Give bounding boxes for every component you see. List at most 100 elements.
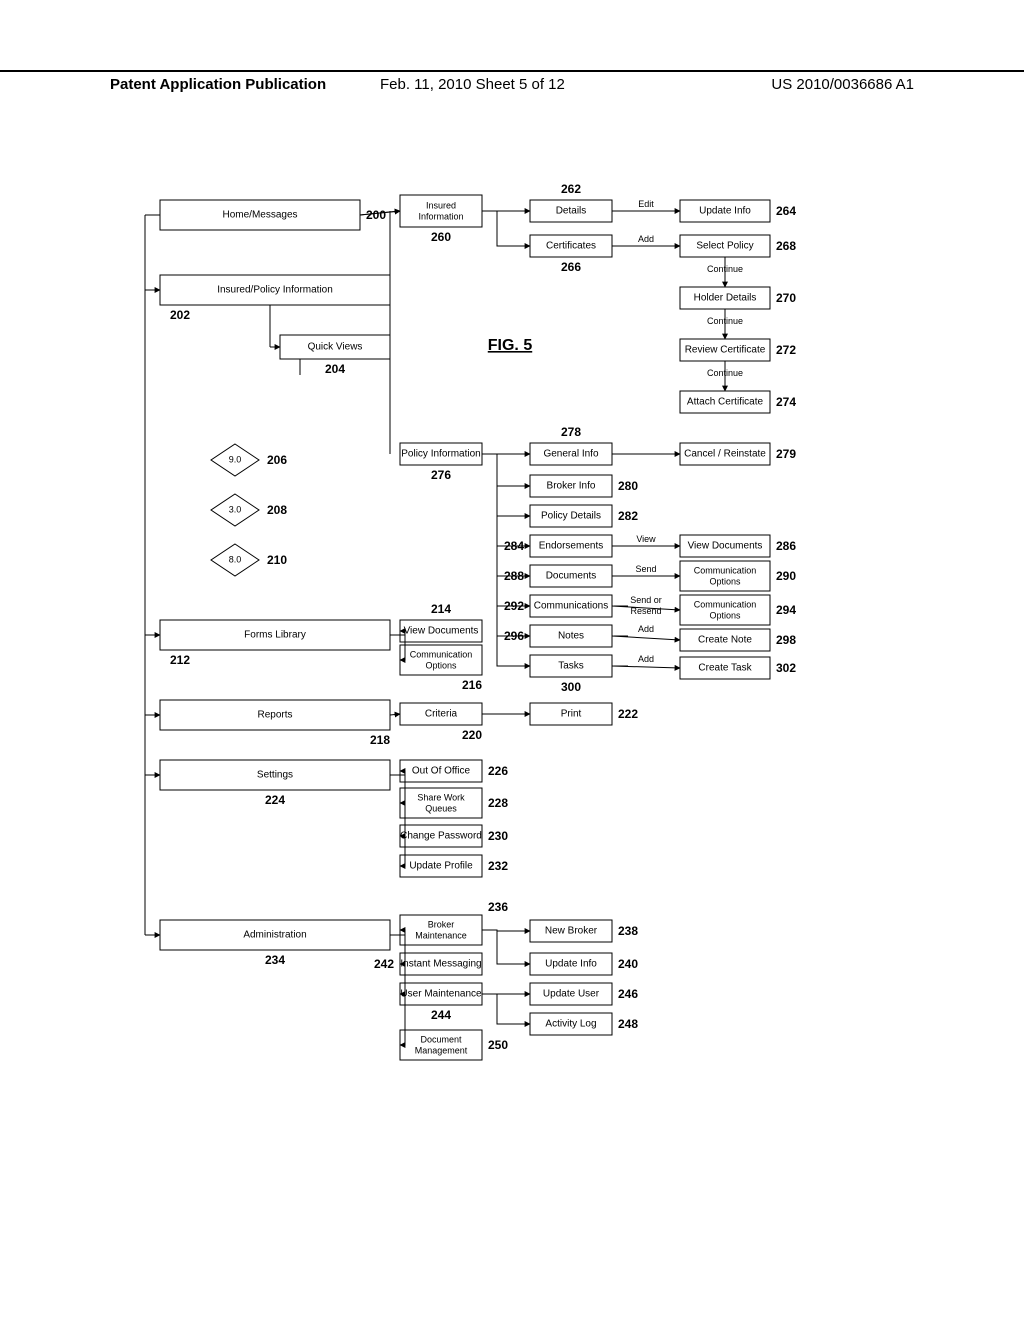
ref-num: 224: [265, 793, 285, 807]
node-label: Print: [561, 709, 582, 720]
node-label: Queues: [425, 803, 457, 813]
ref-num: 264: [776, 204, 796, 218]
edge-label: Send or: [630, 595, 662, 605]
ref-num: 302: [776, 661, 796, 675]
ref-num: 279: [776, 447, 796, 461]
node-label: Maintenance: [415, 930, 467, 940]
edge-label: Add: [638, 654, 654, 664]
ref-num: 276: [431, 468, 451, 482]
ref-num: 260: [431, 230, 451, 244]
figure-title: FIG. 5: [488, 337, 533, 354]
ref-num: 294: [776, 603, 796, 617]
node-label: Home/Messages: [222, 210, 297, 221]
node-label: Notes: [558, 631, 584, 642]
node-label: Update Profile: [409, 861, 473, 872]
ref-num: 250: [488, 1038, 508, 1052]
ref-num: 286: [776, 539, 796, 553]
node-label: Select Policy: [696, 241, 753, 252]
node-label: Create Task: [698, 663, 752, 674]
node-label: Create Note: [698, 635, 752, 646]
node-label: Options: [425, 660, 457, 670]
ref-num: 210: [267, 553, 287, 567]
edge-label: Add: [638, 234, 654, 244]
figure-5-diagram: FIG. 5 Home/Messages 200 Insured/Policy Inf…: [110, 180, 910, 1180]
node-label: Broker: [428, 919, 455, 929]
ref-num: 232: [488, 859, 508, 873]
ref-num: 202: [170, 308, 190, 322]
node-label: Update User: [543, 989, 600, 1000]
node-label: Criteria: [425, 709, 458, 720]
node-label: Documents: [546, 571, 597, 582]
ref-num: 268: [776, 239, 796, 253]
ref-num: 212: [170, 653, 190, 667]
edge-label: Edit: [638, 199, 654, 209]
ref-num: 300: [561, 680, 581, 694]
decision-label: 3.0: [229, 504, 242, 514]
node-label: Attach Certificate: [687, 397, 764, 408]
node-label: Review Certificate: [685, 345, 766, 356]
edge-label: Continue: [707, 316, 743, 326]
ref-num: 236: [488, 900, 508, 914]
node-label: Communication: [410, 649, 473, 659]
node-label: Policy Details: [541, 511, 601, 522]
node-label: View Documents: [688, 541, 763, 552]
ref-num: 266: [561, 260, 581, 274]
node-label: Administration: [243, 930, 306, 941]
page: Patent Application Publication Feb. 11, …: [0, 0, 1024, 1320]
node-label: Options: [709, 610, 741, 620]
header-right: US 2010/0036686 A1: [771, 76, 914, 93]
ref-num: 246: [618, 987, 638, 1001]
decision-label: 9.0: [229, 454, 242, 464]
ref-num: 290: [776, 569, 796, 583]
ref-num: 244: [431, 1008, 451, 1022]
edge-label: Continue: [707, 368, 743, 378]
node-label: Information: [418, 211, 463, 221]
node-label: Forms Library: [244, 630, 306, 641]
edge-label: Resend: [630, 606, 661, 616]
edge-label: Continue: [707, 264, 743, 274]
node-label: Tasks: [558, 661, 584, 672]
ref-num: 220: [462, 728, 482, 742]
ref-num: 234: [265, 953, 285, 967]
node-label: Communication: [694, 599, 757, 609]
edge-label: Send: [635, 564, 656, 574]
node-label: Certificates: [546, 241, 596, 252]
node-label: Document: [420, 1034, 462, 1044]
ref-num: 214: [431, 602, 451, 616]
node-label: Holder Details: [694, 293, 757, 304]
ref-num: 208: [267, 503, 287, 517]
ref-num: 272: [776, 343, 796, 357]
node-label: Management: [415, 1045, 468, 1055]
ref-num: 230: [488, 829, 508, 843]
node-label: Quick Views: [308, 342, 363, 353]
node-label: Insured/Policy Information: [217, 285, 333, 296]
ref-num: 248: [618, 1017, 638, 1031]
node-label: Settings: [257, 770, 293, 781]
node-label: Communications: [534, 601, 608, 612]
node-label: Activity Log: [545, 1019, 596, 1030]
node-label: Policy Information: [401, 449, 480, 460]
node-label: Communication: [694, 565, 757, 575]
ref-num: 222: [618, 707, 638, 721]
node-label: Cancel / Reinstate: [684, 449, 766, 460]
node-label: Share Work: [417, 792, 465, 802]
decision-label: 8.0: [229, 554, 242, 564]
node-label: Endorsements: [539, 541, 603, 552]
edge-label: View: [636, 534, 656, 544]
ref-num: 204: [325, 362, 345, 376]
node-label: New Broker: [545, 926, 598, 937]
node-label: Insured: [426, 200, 456, 210]
edge-label: Add: [638, 624, 654, 634]
ref-num: 238: [618, 924, 638, 938]
ref-num: 262: [561, 182, 581, 196]
node-label: Details: [556, 206, 587, 217]
ref-num: 274: [776, 395, 796, 409]
node-label: Out Of Office: [412, 766, 471, 777]
ref-num: 280: [618, 479, 638, 493]
ref-num: 240: [618, 957, 638, 971]
ref-num: 200: [366, 208, 386, 222]
node-label: User Maintenance: [400, 989, 482, 1000]
ref-num: 216: [462, 678, 482, 692]
ref-num: 282: [618, 509, 638, 523]
ref-num: 278: [561, 425, 581, 439]
